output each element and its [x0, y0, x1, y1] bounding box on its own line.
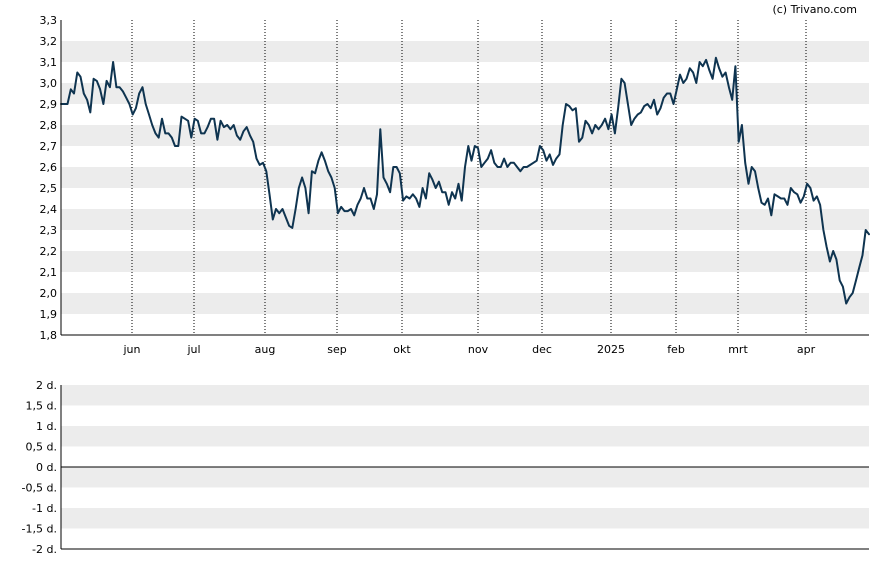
y-tick-label: 2,2 — [40, 245, 58, 258]
top-y-axis-labels: 1,8 1,9 2,0 2,1 2,2 2,3 2,4 2,5 2,6 2,7 2,8 2,9 3,0 3… — [40, 14, 58, 342]
y-tick-label: 2,6 — [40, 161, 58, 174]
y-band — [61, 251, 869, 272]
y-band — [61, 467, 869, 488]
series-line — [60, 56, 870, 305]
y-tick-label: 2,4 — [40, 203, 58, 216]
y-tick-label: 2,9 — [40, 98, 58, 111]
y-tick-label: 3,3 — [40, 14, 58, 27]
y-tick-label: 0 d. — [36, 461, 57, 474]
x-tick-label: sep — [327, 343, 346, 356]
y-tick-label: 1,5 d. — [26, 400, 57, 413]
bottom-frame — [60, 385, 869, 550]
y-band — [61, 83, 869, 104]
y-band — [61, 426, 869, 447]
y-tick-label: -0,5 d. — [22, 482, 57, 495]
x-tick-label: jul — [186, 343, 200, 356]
x-tick-label: feb — [667, 343, 685, 356]
y-tick-label: 2,1 — [40, 266, 58, 279]
x-tick-label: nov — [468, 343, 489, 356]
y-tick-label: 3,2 — [40, 35, 58, 48]
x-tick-label: aug — [255, 343, 276, 356]
y-tick-label: 2,3 — [40, 224, 58, 237]
y-tick-label: -1 d. — [32, 502, 57, 515]
x-tick-label: 2025 — [597, 343, 625, 356]
x-tick-label: mrt — [728, 343, 748, 356]
y-tick-label: 2,7 — [40, 140, 58, 153]
y-band — [61, 293, 869, 314]
y-band — [61, 508, 869, 529]
x-tick-label: dec — [532, 343, 552, 356]
credit-text: (c) Trivano.com — [772, 3, 857, 16]
bottom-panel: 2 d. 1,5 d. 1 d. 0,5 d. 0 d. -0,5 d. -1 d. -1,5… — [22, 379, 869, 556]
top-bands — [61, 41, 869, 314]
y-tick-label: -2 d. — [32, 543, 57, 556]
top-x-axis-labels: jun jul aug sep okt nov dec 2025 feb mrt apr — [123, 343, 816, 356]
x-tick-label: apr — [797, 343, 816, 356]
x-tick-label: jun — [123, 343, 141, 356]
top-frame — [60, 20, 869, 336]
x-tick-label: okt — [393, 343, 411, 356]
y-tick-label: 3,1 — [40, 56, 58, 69]
y-tick-label: 1 d. — [36, 420, 57, 433]
bottom-bands — [61, 385, 869, 529]
y-tick-label: -1,5 d. — [22, 523, 57, 536]
y-tick-label: 2,8 — [40, 119, 58, 132]
y-tick-label: 0,5 d. — [26, 441, 57, 454]
y-tick-label: 2 d. — [36, 379, 57, 392]
top-panel: 1,8 1,9 2,0 2,1 2,2 2,3 2,4 2,5 2,6 2,7 2,8 2,9 3,0 3… — [40, 14, 870, 356]
y-tick-label: 1,8 — [40, 329, 58, 342]
y-band — [61, 125, 869, 146]
y-band — [61, 209, 869, 230]
y-tick-label: 1,9 — [40, 308, 58, 321]
bottom-y-axis-labels: 2 d. 1,5 d. 1 d. 0,5 d. 0 d. -0,5 d. -1 d. -1,5… — [22, 379, 57, 556]
y-tick-label: 3,0 — [40, 77, 58, 90]
y-tick-label: 2,5 — [40, 182, 58, 195]
y-band — [61, 41, 869, 62]
y-band — [61, 167, 869, 188]
y-tick-label: 2,0 — [40, 287, 58, 300]
y-band — [61, 385, 869, 406]
